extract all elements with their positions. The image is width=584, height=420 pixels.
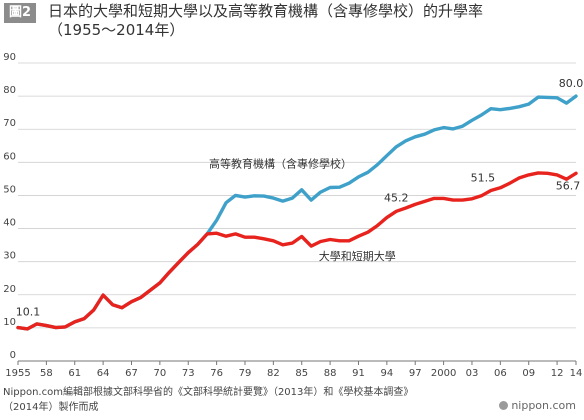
x-tick-label: 58 bbox=[40, 368, 53, 379]
x-tick-label: 88 bbox=[324, 368, 337, 379]
x-tick-label: 09 bbox=[522, 368, 535, 379]
data-label-label-2005: 51.5 bbox=[471, 171, 496, 184]
series-label-1: 大學和短期大學 bbox=[319, 249, 396, 263]
x-tick-label: 91 bbox=[352, 368, 365, 379]
data-labels: 10.1 45.2 51.5 80.0 56.7 高等教育機構（含專修學校） 大學和短期大學 bbox=[16, 77, 584, 318]
x-tick-label: 70 bbox=[153, 368, 166, 379]
brand-credit: nippon.com bbox=[499, 399, 576, 412]
y-tick-label: 60 bbox=[3, 151, 16, 162]
x-tick-label: 2000 bbox=[431, 368, 456, 379]
x-tick-label: 97 bbox=[409, 368, 422, 379]
series-line-0 bbox=[16, 94, 578, 331]
y-tick-label: 0 bbox=[10, 350, 16, 361]
chart-title-line1: 日本的大學和短期大學以及高等教育機構（含專修學校）的升學率 bbox=[48, 2, 484, 20]
y-tick-label: 90 bbox=[3, 52, 16, 63]
data-label-label-1995: 45.2 bbox=[384, 191, 409, 204]
series-line-1 bbox=[16, 171, 578, 331]
y-axis-ticks: 0 10 20 30 40 50 60 70 80 90 bbox=[3, 52, 16, 361]
x-tick-label: 14 bbox=[570, 368, 583, 379]
y-tick-label: 50 bbox=[3, 184, 16, 195]
x-tick-label: 61 bbox=[68, 368, 81, 379]
data-label-label-2014-higher: 80.0 bbox=[559, 77, 584, 90]
x-tick-label: 12 bbox=[551, 368, 564, 379]
source-line1: Nippon.com編輯部根據文部科學省的《文部科學統計要覽》（2013年）和《… bbox=[3, 387, 414, 398]
x-tick-label: 85 bbox=[295, 368, 308, 379]
y-tick-label: 10 bbox=[3, 317, 16, 328]
x-tick-label: 94 bbox=[380, 368, 393, 379]
x-tick-label: 79 bbox=[239, 368, 252, 379]
x-axis-ticks: 1955 58 61 64 67 70 73 76 79 82 85 88 91 94 97 2000 03 06… bbox=[5, 361, 582, 379]
y-tick-label: 40 bbox=[3, 218, 16, 229]
y-tick-label: 20 bbox=[3, 284, 16, 295]
chart-title: 日本的大學和短期大學以及高等教育機構（含專修學校）的升學率 （1955～2014… bbox=[48, 2, 578, 40]
data-label-label-1955: 10.1 bbox=[16, 306, 41, 319]
figure-label: 圖2 bbox=[4, 3, 37, 23]
x-tick-label: 73 bbox=[182, 368, 195, 379]
y-tick-label: 30 bbox=[3, 251, 16, 262]
x-tick-label: 64 bbox=[97, 368, 110, 379]
brand-text: nippon.com bbox=[511, 399, 576, 412]
y-tick-label: 70 bbox=[3, 118, 16, 129]
x-tick-label: 67 bbox=[125, 368, 138, 379]
x-tick-label: 76 bbox=[210, 368, 223, 379]
x-tick-label: 1955 bbox=[5, 368, 30, 379]
nippon-logo-icon bbox=[499, 401, 509, 410]
source-note: Nippon.com編輯部根據文部科學省的《文部科學統計要覽》（2013年）和《… bbox=[3, 385, 473, 415]
series-label-0: 高等教育機構（含專修學校） bbox=[209, 156, 352, 170]
x-tick-label: 03 bbox=[466, 368, 479, 379]
y-tick-label: 80 bbox=[3, 85, 16, 96]
data-label-label-2014-univ: 56.7 bbox=[556, 179, 581, 192]
x-tick-label: 06 bbox=[494, 368, 507, 379]
source-line2: （2014年）製作而成 bbox=[3, 402, 99, 413]
chart-title-line2: （1955～2014年） bbox=[48, 21, 185, 39]
series-lines bbox=[16, 94, 578, 331]
x-tick-label: 82 bbox=[267, 368, 280, 379]
